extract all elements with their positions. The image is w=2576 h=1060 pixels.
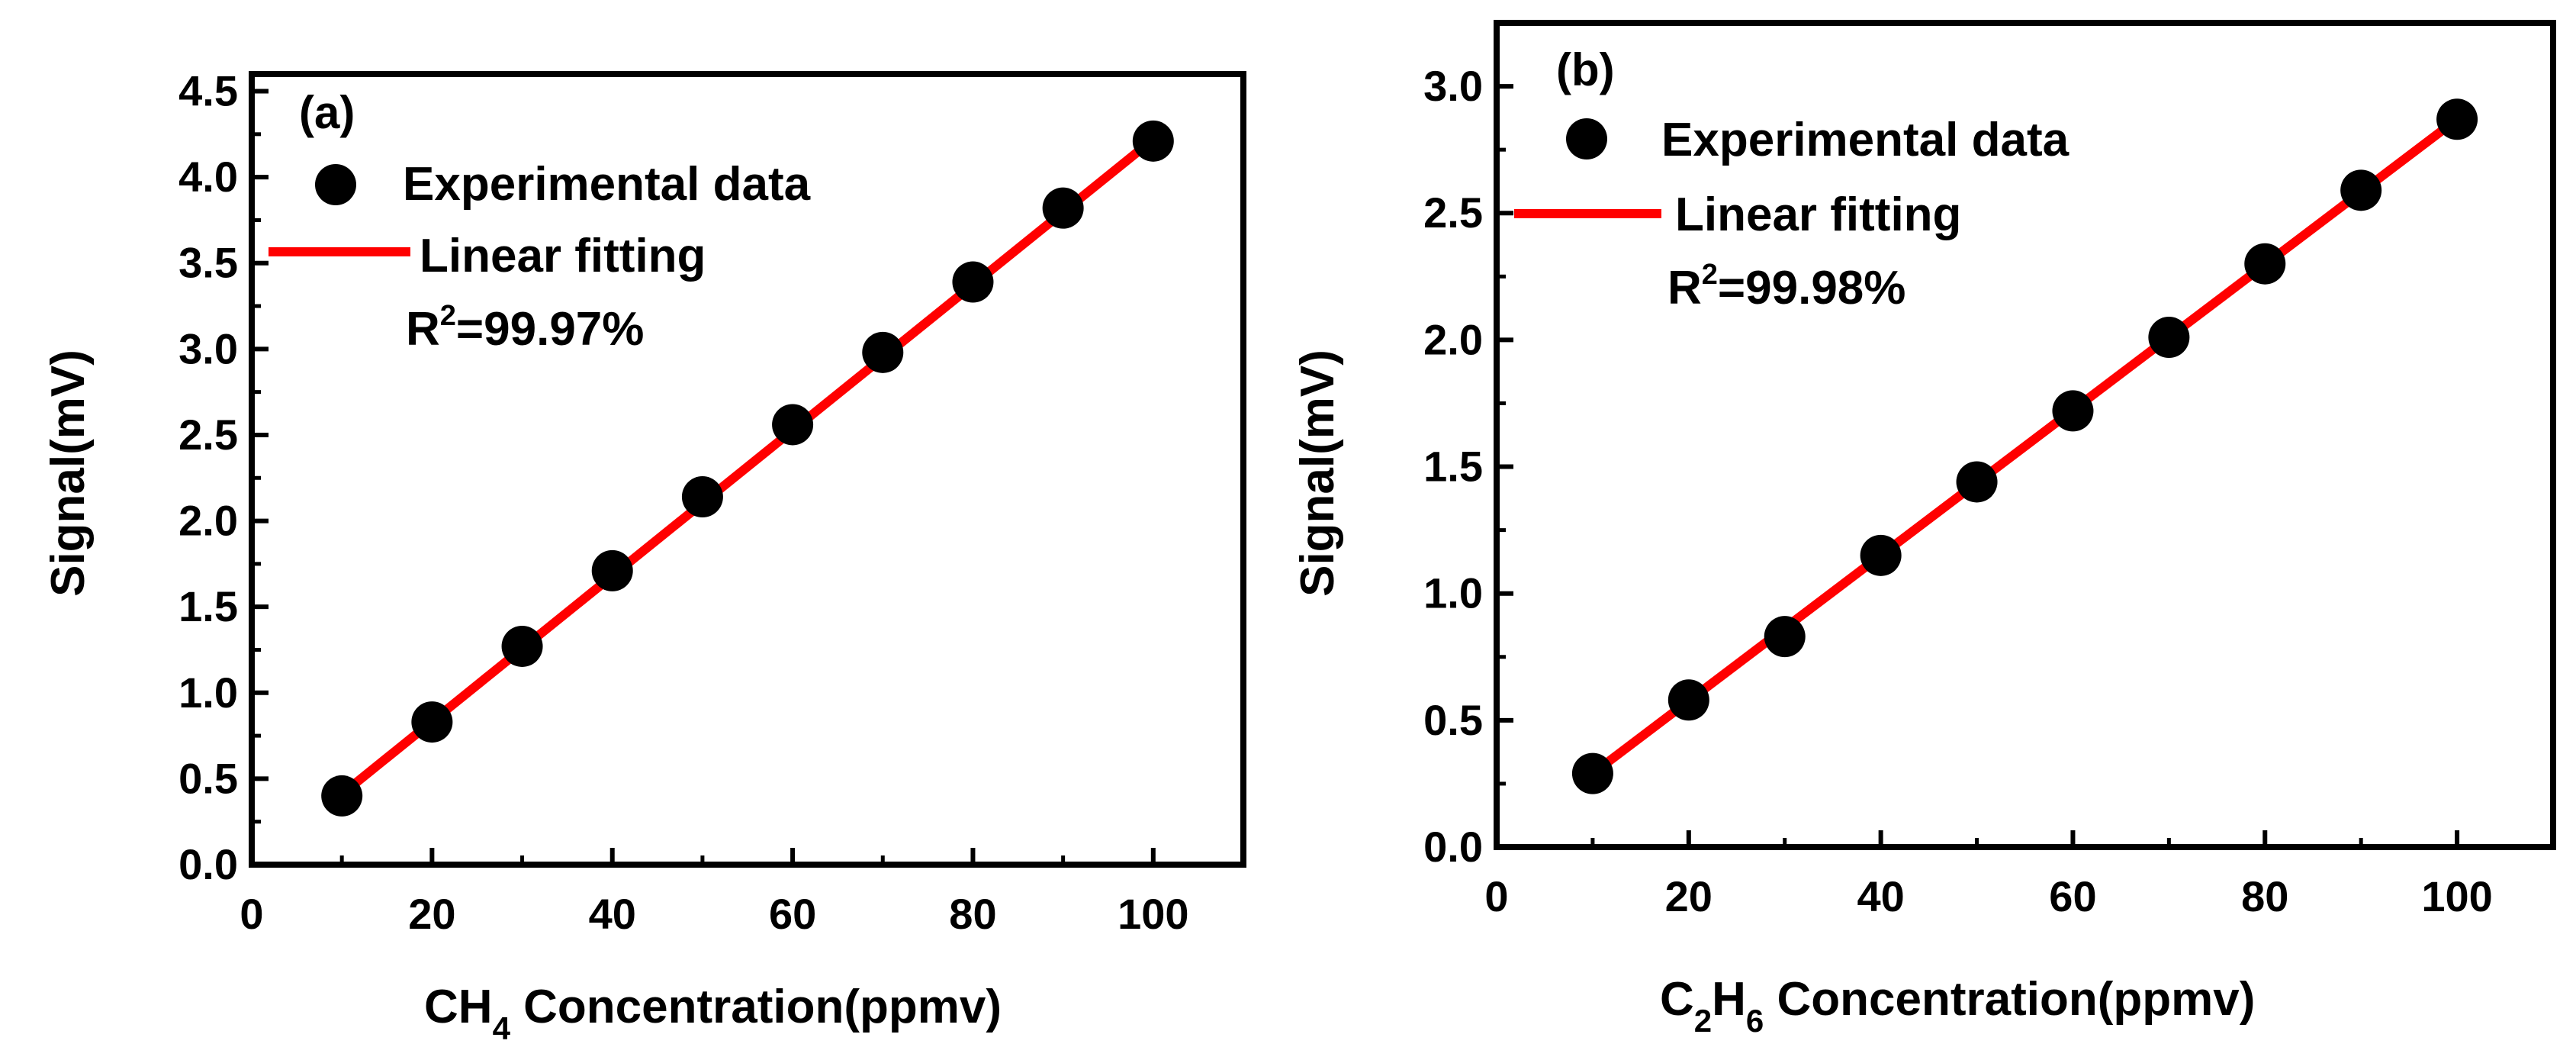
y-tick-label: 4.5 bbox=[178, 67, 238, 115]
panel-b-legend-marker bbox=[1566, 118, 1607, 159]
data-point bbox=[501, 625, 543, 667]
y-tick-label: 4.0 bbox=[178, 153, 238, 201]
panel-b-legend-points-label: Experimental data bbox=[1661, 114, 2069, 166]
panel-b-data-points bbox=[1571, 98, 2478, 794]
y-tick-label: 2.0 bbox=[1423, 315, 1483, 363]
y-tick-label: 0.5 bbox=[178, 754, 238, 802]
data-point bbox=[591, 549, 633, 591]
data-point bbox=[1132, 120, 1174, 162]
panel-a-data-points bbox=[321, 120, 1174, 817]
data-point bbox=[862, 331, 904, 373]
x-tick-label: 0 bbox=[240, 890, 263, 938]
panel-a-y-axis-title: Signal(mV) bbox=[42, 350, 95, 597]
data-point bbox=[2148, 317, 2190, 359]
data-point bbox=[2340, 169, 2382, 211]
data-point bbox=[1571, 752, 1613, 794]
fit-line bbox=[1587, 114, 2462, 778]
data-point bbox=[321, 775, 363, 817]
x-tick-label: 80 bbox=[949, 890, 996, 938]
x-tick-label: 20 bbox=[408, 890, 455, 938]
data-point bbox=[681, 476, 723, 518]
y-tick-label: 3.5 bbox=[178, 239, 238, 287]
y-tick-label: 2.0 bbox=[178, 497, 238, 545]
y-tick-label: 0.0 bbox=[1423, 823, 1483, 871]
x-tick-label: 100 bbox=[2421, 872, 2492, 920]
y-tick-label: 2.5 bbox=[178, 411, 238, 459]
data-point bbox=[1042, 187, 1084, 229]
panel-b-fit-line bbox=[1587, 114, 2462, 778]
panel-a-x-axis-title: CH4 Concentration(ppmv) bbox=[424, 981, 1002, 1046]
panel-a-legend-marker bbox=[315, 164, 356, 205]
x-tick-label: 100 bbox=[1118, 890, 1188, 938]
panel-b-xtick-labels: 0 20 40 60 80 100 bbox=[1484, 872, 2492, 920]
chart-panel-a: 0.0 0.5 1.0 1.5 2.0 2.5 3.0 3.5 4.0 4.5 0 20 40 60 80… bbox=[42, 67, 1246, 1046]
panel-a-xtick-labels: 0 20 40 60 80 100 bbox=[240, 890, 1188, 938]
panel-a-legend-line-label: Linear fitting bbox=[420, 230, 706, 282]
data-point bbox=[1667, 679, 1709, 721]
panel-a-r-squared: R2=99.97% bbox=[406, 300, 644, 356]
data-point bbox=[411, 701, 453, 743]
x-tick-label: 60 bbox=[2049, 872, 2096, 920]
panel-b-ytick-labels: 0.0 0.5 1.0 1.5 2.0 2.5 3.0 bbox=[1423, 62, 1483, 871]
panel-b-x-axis-title: C2H6 Concentration(ppmv) bbox=[1660, 973, 2255, 1039]
y-tick-label: 1.5 bbox=[178, 582, 238, 630]
panel-a-fit-line bbox=[337, 134, 1158, 799]
panel-b-y-axis-title: Signal(mV) bbox=[1291, 350, 1344, 597]
data-point bbox=[2052, 390, 2094, 432]
panel-a-legend-points-label: Experimental data bbox=[403, 158, 811, 211]
fit-line bbox=[337, 134, 1158, 799]
y-tick-label: 1.5 bbox=[1423, 443, 1483, 491]
y-tick-label: 2.5 bbox=[1423, 188, 1483, 237]
y-tick-label: 0.0 bbox=[178, 840, 238, 888]
panel-b-plot-frame bbox=[1494, 20, 2556, 850]
y-tick-label: 1.0 bbox=[1423, 569, 1483, 617]
panel-b-r-squared: R2=99.98% bbox=[1667, 259, 1905, 314]
data-point bbox=[1956, 461, 1998, 503]
data-point bbox=[1860, 534, 1902, 576]
x-tick-label: 80 bbox=[2241, 872, 2288, 920]
panel-b-label: (b) bbox=[1556, 44, 1615, 95]
chart-panel-b: 0.0 0.5 1.0 1.5 2.0 2.5 3.0 0 20 40 60 80 100 (b) E… bbox=[1291, 20, 2556, 1039]
x-tick-label: 40 bbox=[1857, 872, 1904, 920]
panel-a-label: (a) bbox=[299, 87, 355, 138]
panel-b-legend-line-label: Linear fitting bbox=[1675, 188, 1961, 241]
y-tick-label: 0.5 bbox=[1423, 696, 1483, 744]
x-tick-label: 60 bbox=[769, 890, 816, 938]
data-point bbox=[952, 261, 994, 303]
x-tick-label: 20 bbox=[1665, 872, 1713, 920]
y-tick-label: 1.0 bbox=[178, 669, 238, 717]
x-tick-label: 40 bbox=[589, 890, 636, 938]
data-point bbox=[2244, 243, 2286, 285]
data-point bbox=[2436, 98, 2478, 140]
x-tick-label: 0 bbox=[1484, 872, 1508, 920]
data-point bbox=[772, 404, 814, 446]
y-tick-label: 3.0 bbox=[1423, 62, 1483, 110]
panel-a-plot-frame bbox=[249, 71, 1246, 868]
data-point bbox=[1764, 616, 1806, 658]
y-tick-label: 3.0 bbox=[178, 324, 238, 372]
panel-a-ytick-labels: 0.0 0.5 1.0 1.5 2.0 2.5 3.0 3.5 4.0 4.5 bbox=[178, 67, 238, 888]
